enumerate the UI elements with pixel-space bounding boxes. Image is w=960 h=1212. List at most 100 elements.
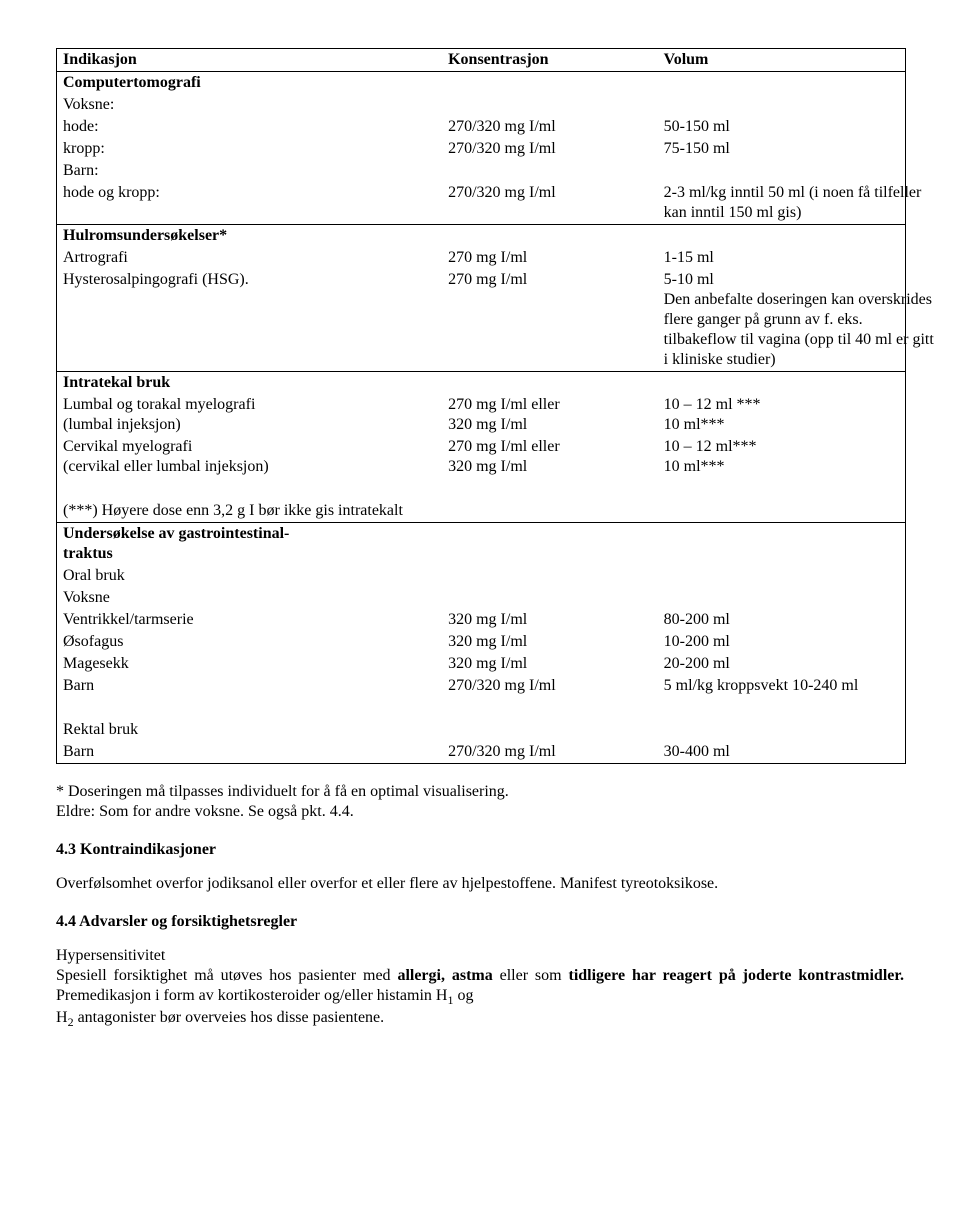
cell-indikasjon: Barn:: [57, 160, 442, 182]
table-row: kropp: 270/320 mg I/ml 75-150 ml: [57, 138, 905, 160]
cell-indikasjon: Barn: [57, 741, 442, 763]
table-row: Øsofagus 320 mg I/ml 10-200 ml: [57, 631, 905, 653]
cell-konsentrasjon: 270/320 mg I/ml: [442, 116, 658, 138]
cell-line: 270 mg I/ml eller: [448, 437, 652, 457]
table-header-row: Indikasjon Konsentrasjon Volum: [57, 49, 905, 71]
table-row: Hysterosalpingografi (HSG). 270 mg I/ml …: [57, 269, 905, 371]
cell-konsentrasjon: 320 mg I/ml: [442, 609, 658, 631]
table-row: hode og kropp: 270/320 mg I/ml 2-3 ml/kg…: [57, 182, 905, 224]
cell-konsentrasjon: 320 mg I/ml: [442, 653, 658, 675]
cell-line: Cervikal myelografi: [63, 437, 436, 457]
cell-line: (lumbal injeksjon): [63, 415, 436, 435]
text-fragment: Spesiell forsiktighet må utøves hos pasi…: [56, 967, 397, 984]
cell-konsentrasjon: 270/320 mg I/ml: [442, 675, 658, 697]
text-bold-fragment: allergi, astma: [397, 967, 492, 984]
cell-konsentrasjon: 270/320 mg I/ml: [442, 741, 658, 763]
cell-volum: 75-150 ml: [658, 138, 941, 160]
cell-line: 320 mg I/ml: [448, 457, 652, 477]
cell-line: 10 ml***: [664, 415, 935, 435]
section-gi-title-row: Undersøkelse av gastrointestinal- traktu…: [57, 522, 905, 565]
section-gi-title-line: traktus: [63, 544, 436, 564]
table-row: Barn 270/320 mg I/ml 30-400 ml: [57, 741, 905, 763]
cell-line: (cervikal eller lumbal injeksjon): [63, 457, 436, 477]
cell-konsentrasjon: 270/320 mg I/ml: [442, 182, 658, 224]
subheading-oral: Oral bruk: [57, 565, 917, 587]
cell-line: 270 mg I/ml eller: [448, 395, 652, 415]
section-ct-title-row: Computertomografi: [57, 71, 905, 94]
table-row-spacer: [57, 478, 905, 500]
table-row: Rektal bruk: [57, 719, 905, 741]
cell-konsentrasjon: 270 mg I/ml eller 320 mg I/ml: [442, 394, 658, 436]
cell-line: 10 – 12 ml ***: [664, 395, 935, 415]
cell-volum: 50-150 ml: [658, 116, 941, 138]
cell-konsentrasjon: 270 mg I/ml: [442, 247, 658, 269]
col-konsentrasjon-header: Konsentrasjon: [442, 49, 658, 71]
cell-konsentrasjon: 320 mg I/ml: [442, 631, 658, 653]
cell-indikasjon: Hysterosalpingografi (HSG).: [57, 269, 442, 371]
section-hulrom-title: Hulromsundersøkelser*: [57, 225, 917, 247]
table-row: Barn:: [57, 160, 905, 182]
cell-indikasjon: kropp:: [57, 138, 442, 160]
section-4-4-paragraph: Spesiell forsiktighet må utøves hos pasi…: [56, 966, 904, 1008]
cell-volum: 10-200 ml: [658, 631, 941, 653]
section-4-4-paragraph-line2: H2 antagonister bør overveies hos disse …: [56, 1008, 904, 1030]
cell-indikasjon: hode og kropp:: [57, 182, 442, 224]
cell-volum: 5 ml/kg kroppsvekt 10-240 ml: [658, 675, 941, 697]
cell-volum-line: 5-10 ml: [664, 270, 935, 290]
cell-indikasjon: Lumbal og torakal myelografi (lumbal inj…: [57, 394, 442, 436]
cell-indikasjon: Artrografi: [57, 247, 442, 269]
cell-volum: [658, 94, 941, 116]
cell-konsentrasjon: 270 mg I/ml eller 320 mg I/ml: [442, 436, 658, 478]
cell-indikasjon: Barn: [57, 675, 442, 697]
cell-volum: [658, 160, 941, 182]
subheading-voksne: Voksne: [57, 587, 917, 609]
section-4-4-subheading: Hypersensitivitet: [56, 946, 904, 966]
table-row: Cervikal myelografi (cervikal eller lumb…: [57, 436, 905, 478]
table-row: Barn 270/320 mg I/ml 5 ml/kg kroppsvekt …: [57, 675, 905, 697]
cell-indikasjon: Øsofagus: [57, 631, 442, 653]
table-row: Ventrikkel/tarmserie 320 mg I/ml 80-200 …: [57, 609, 905, 631]
cell-line: 10 ml***: [664, 457, 935, 477]
cell-indikasjon: hode:: [57, 116, 442, 138]
table-row-spacer: [57, 697, 905, 719]
table-row: Voksne:: [57, 94, 905, 116]
section-intratekal-title: Intratekal bruk: [57, 372, 917, 394]
cell-volum-line: Den anbefalte doseringen kan overskrides…: [664, 290, 935, 370]
cell-indikasjon: Voksne:: [57, 94, 442, 116]
cell-konsentrasjon: [442, 160, 658, 182]
dosage-table: Indikasjon Konsentrasjon Volum Computert…: [56, 48, 906, 764]
subheading-rektal: Rektal bruk: [57, 719, 917, 741]
cell-line: Lumbal og torakal myelografi: [63, 395, 436, 415]
table-row: Oral bruk: [57, 565, 905, 587]
section-intratekal-title-row: Intratekal bruk: [57, 371, 905, 394]
cell-volum: 20-200 ml: [658, 653, 941, 675]
col-indikasjon-header: Indikasjon: [57, 49, 442, 71]
table-row: Artrografi 270 mg I/ml 1-15 ml: [57, 247, 905, 269]
cell-line: 10 – 12 ml***: [664, 437, 935, 457]
section-4-3-body: Overfølsomhet overfor jodiksanol eller o…: [56, 874, 904, 894]
cell-indikasjon: Cervikal myelografi (cervikal eller lumb…: [57, 436, 442, 478]
section-4-4-title: 4.4 Advarsler og forsiktighetsregler: [56, 912, 904, 932]
section-gi-title-line: Undersøkelse av gastrointestinal-: [63, 524, 436, 544]
table-row: Voksne: [57, 587, 905, 609]
text-fragment: eller som: [493, 967, 569, 984]
cell-volum: 10 – 12 ml *** 10 ml***: [658, 394, 941, 436]
footnote-eldre: Eldre: Som for andre voksne. Se også pkt…: [56, 802, 904, 822]
text-bold-fragment: tidligere har reagert på joderte kontras…: [568, 967, 904, 984]
cell-volum: 2-3 ml/kg inntil 50 ml (i noen få tilfel…: [658, 182, 941, 224]
section-4-3-title: 4.3 Kontraindikasjoner: [56, 840, 904, 860]
cell-konsentrasjon: [442, 94, 658, 116]
intratekal-note: (***) Høyere dose enn 3,2 g I bør ikke g…: [57, 500, 917, 522]
text-fragment: Premedikasjon i form av kortikosteroider…: [56, 987, 447, 1004]
table-row: Magesekk 320 mg I/ml 20-200 ml: [57, 653, 905, 675]
table-row: Lumbal og torakal myelografi (lumbal inj…: [57, 394, 905, 436]
table-row: hode: 270/320 mg I/ml 50-150 ml: [57, 116, 905, 138]
col-volum-header: Volum: [658, 49, 941, 71]
cell-line: 320 mg I/ml: [448, 415, 652, 435]
text-fragment: H: [56, 1009, 68, 1026]
cell-konsentrasjon: 270 mg I/ml: [442, 269, 658, 371]
cell-konsentrasjon: 270/320 mg I/ml: [442, 138, 658, 160]
section-gi-title: Undersøkelse av gastrointestinal- traktu…: [57, 523, 442, 565]
cell-volum: 10 – 12 ml*** 10 ml***: [658, 436, 941, 478]
cell-volum: 80-200 ml: [658, 609, 941, 631]
